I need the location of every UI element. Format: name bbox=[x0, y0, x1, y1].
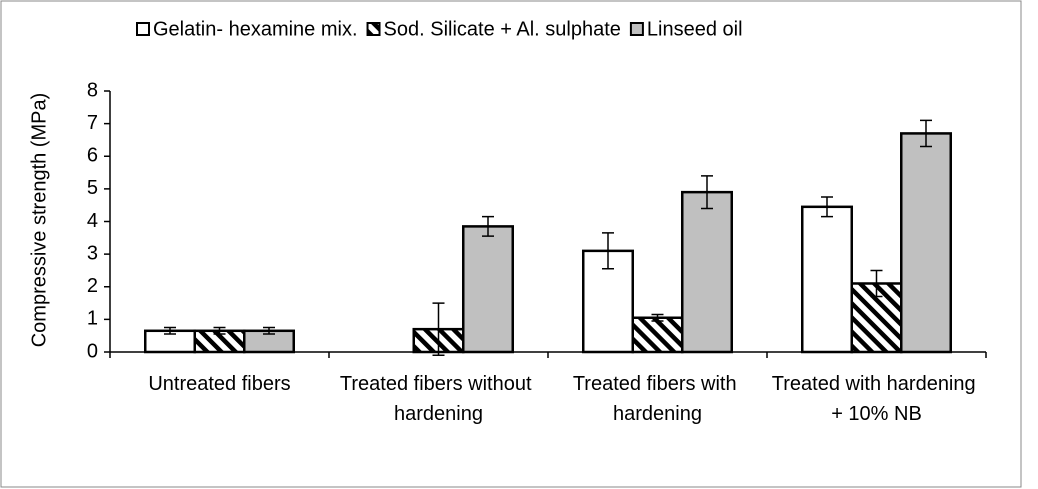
error-bar bbox=[870, 269, 883, 298]
x-tick-label: Treated fibers without hardening bbox=[340, 373, 537, 425]
y-axis-label: Compressive strength (MPa) bbox=[28, 93, 50, 348]
legend-label: Gelatin- hexamine mix. bbox=[153, 18, 358, 40]
error-bar bbox=[432, 302, 445, 357]
bar bbox=[462, 225, 514, 354]
y-tick-label: 4 bbox=[87, 210, 98, 232]
x-tick-label: Untreated fibers bbox=[148, 373, 290, 395]
error-bar bbox=[821, 196, 833, 218]
legend-swatch bbox=[629, 22, 644, 36]
bar bbox=[631, 316, 684, 354]
error-bar bbox=[920, 119, 932, 148]
error-bar bbox=[602, 232, 614, 270]
error-bar bbox=[651, 313, 664, 322]
bar bbox=[801, 205, 853, 354]
bar bbox=[681, 190, 733, 354]
y-tick-label: 8 bbox=[87, 79, 98, 101]
legend-swatch bbox=[366, 22, 381, 36]
bar bbox=[900, 132, 952, 354]
y-tick-label: 1 bbox=[87, 308, 98, 330]
x-tick-label: Treated with hardening + 10% NB bbox=[772, 373, 981, 425]
x-tick-label: Treated fibers with hardening bbox=[573, 373, 742, 425]
error-bar bbox=[164, 326, 176, 335]
y-tick-label: 6 bbox=[87, 145, 98, 167]
y-tick-label: 2 bbox=[87, 275, 98, 297]
error-bar bbox=[701, 175, 713, 210]
legend-label: Linseed oil bbox=[647, 18, 743, 40]
legend-label: Sod. Silicate + Al. sulphate bbox=[384, 18, 621, 40]
error-bar bbox=[263, 326, 275, 335]
error-bar bbox=[482, 215, 494, 237]
y-tick-label: 0 bbox=[87, 340, 98, 362]
y-tick-label: 3 bbox=[87, 242, 98, 264]
y-tick-label: 5 bbox=[87, 177, 98, 199]
legend-swatch bbox=[136, 22, 150, 36]
y-tick-label: 7 bbox=[87, 112, 98, 134]
error-bar bbox=[213, 326, 226, 335]
